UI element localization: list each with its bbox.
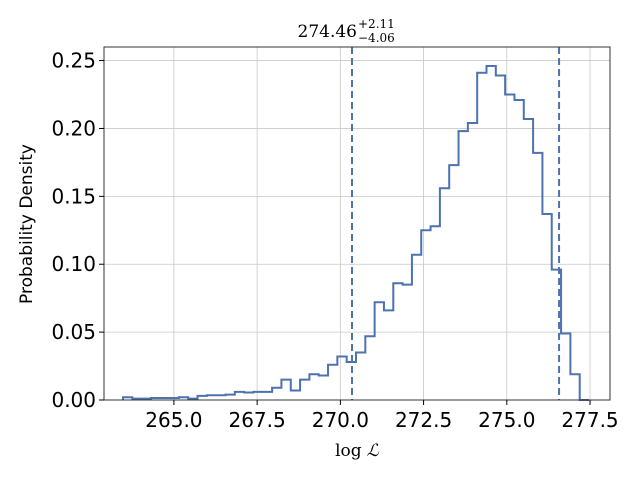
chart-title-lower-error: −4.06 <box>358 31 395 45</box>
y-tick-label: 0.05 <box>51 320 96 344</box>
x-tick-label: 275.0 <box>478 408 535 432</box>
x-axis-label-var: ℒ <box>367 441 380 461</box>
chart-title-value: 274.46 <box>298 22 357 42</box>
y-tick-label: 0.10 <box>51 252 96 276</box>
x-axis-label: log ℒ <box>335 441 380 461</box>
grid-lines <box>104 47 610 401</box>
chart-title: 274.46 <box>298 22 357 42</box>
x-tick-label: 265.0 <box>145 408 202 432</box>
x-tick-label: 270.0 <box>312 408 369 432</box>
x-tick-label: 267.5 <box>228 408 285 432</box>
y-tick-label: 0.00 <box>51 388 96 412</box>
x-tick-label: 272.5 <box>395 408 452 432</box>
x-axis-label-func: log <box>335 441 362 461</box>
plot-frame <box>103 46 611 401</box>
histogram-step-line <box>121 65 590 401</box>
plot-area <box>104 47 610 400</box>
y-tick-label: 0.20 <box>51 116 96 140</box>
x-axis-ticks: 265.0 267.5 270.0 272.5 275.0 277.5 <box>145 400 619 432</box>
y-tick-label: 0.25 <box>51 49 96 73</box>
credible-interval-lines <box>351 47 561 400</box>
y-axis-label: Probability Density <box>17 144 37 304</box>
y-tick-label: 0.15 <box>51 184 96 208</box>
chart-title-upper-error: +2.11 <box>358 17 395 31</box>
x-tick-label: 277.5 <box>561 408 618 432</box>
y-axis-ticks: 0.00 0.05 0.10 0.15 0.20 0.25 <box>51 49 104 412</box>
